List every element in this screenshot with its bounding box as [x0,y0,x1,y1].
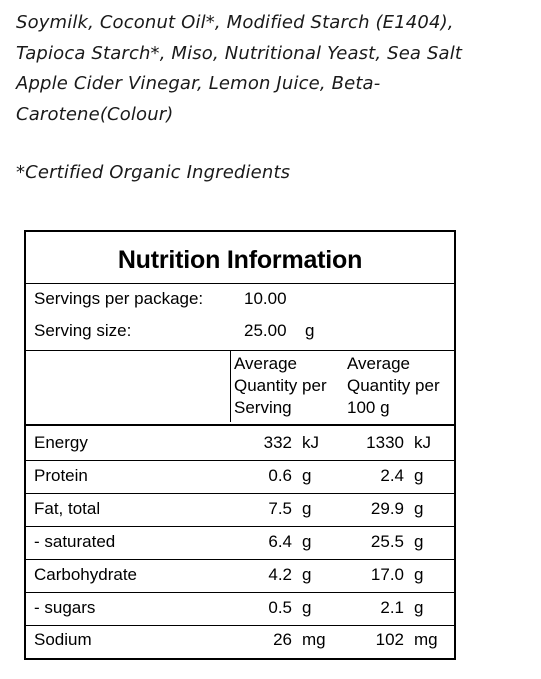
nutrient-label: Protein [34,466,88,485]
per-100g-value: 2.1 [380,598,404,617]
per-100g-value: 102 [375,630,404,649]
per-100g-unit: mg [414,630,438,649]
serving-size-value: 25.00 [244,321,287,340]
per-100g-unit: g [414,532,424,551]
per-serving-value: 6.4 [268,532,292,551]
per-serving-value: 332 [263,433,292,452]
ingredients-list: Soymilk, Coconut Oil*, Modified Starch (… [16,8,536,130]
per-serving-unit: g [302,499,312,518]
ingredients-line: Tapioca Starch*, Miso, Nutritional Yeast… [16,42,463,64]
per-serving-unit: g [302,598,312,617]
nutrient-label: Fat, total [34,499,101,518]
per-serving-value: 26 [273,630,292,649]
column-header-line: 100 g [347,398,390,417]
per-100g-unit: g [414,466,424,485]
nutrient-label: Carbohydrate [34,565,138,584]
serving-size-unit: g [305,321,315,340]
nutrient-label: Sodium [34,630,92,649]
divider [26,592,454,593]
divider [26,424,454,426]
nutrition-panel: Nutrition Information Servings per packa… [24,230,456,660]
per-serving-unit: g [302,466,312,485]
per-100g-value: 17.0 [370,565,404,584]
per-100g-value: 25.5 [370,532,404,551]
per-100g-value: 29.9 [370,499,404,518]
nutrient-label: - saturated [34,532,116,551]
divider [26,493,454,494]
divider [26,526,454,527]
nutrient-label: - sugars [34,598,96,617]
servings-per-package-value: 10.00 [244,289,287,308]
column-header-line: Serving [234,398,292,417]
ingredients-line: Apple Cider Vinegar, Lemon Juice, Beta- [16,73,381,94]
ingredients-line: Carotene(Colour) [16,103,174,125]
per-serving-value: 7.5 [268,499,292,518]
organic-footnote: *Certified Organic Ingredients [16,162,291,183]
per-100g-unit: kJ [414,433,431,452]
column-header-line: Average [347,354,411,373]
per-serving-value: 0.6 [268,466,292,485]
divider [26,625,454,626]
per-serving-unit: mg [302,630,326,649]
per-serving-unit: kJ [302,433,319,452]
per-serving-unit: g [302,565,312,584]
servings-per-package-label: Servings per package: [34,289,204,308]
per-serving-value: 4.2 [268,565,292,584]
column-header-line: Average [234,354,298,373]
column-divider [230,351,231,422]
serving-size-label: Serving size: [34,321,132,340]
panel-title: Nutrition Information [117,246,363,274]
per-serving-unit: g [302,532,312,551]
column-header-line: Quantity per [234,376,327,395]
divider [26,283,454,284]
column-header-line: Quantity per [347,376,440,395]
ingredients-line: Soymilk, Coconut Oil*, Modified Starch (… [16,12,454,33]
per-100g-unit: g [414,565,424,584]
divider [26,559,454,560]
per-100g-unit: g [414,499,424,518]
per-serving-value: 0.5 [268,598,292,617]
per-100g-value: 1330 [366,433,404,452]
nutrient-label: Energy [34,433,88,452]
per-100g-value: 2.4 [380,466,404,485]
divider [26,460,454,461]
per-100g-unit: g [414,598,424,617]
divider [26,350,454,351]
